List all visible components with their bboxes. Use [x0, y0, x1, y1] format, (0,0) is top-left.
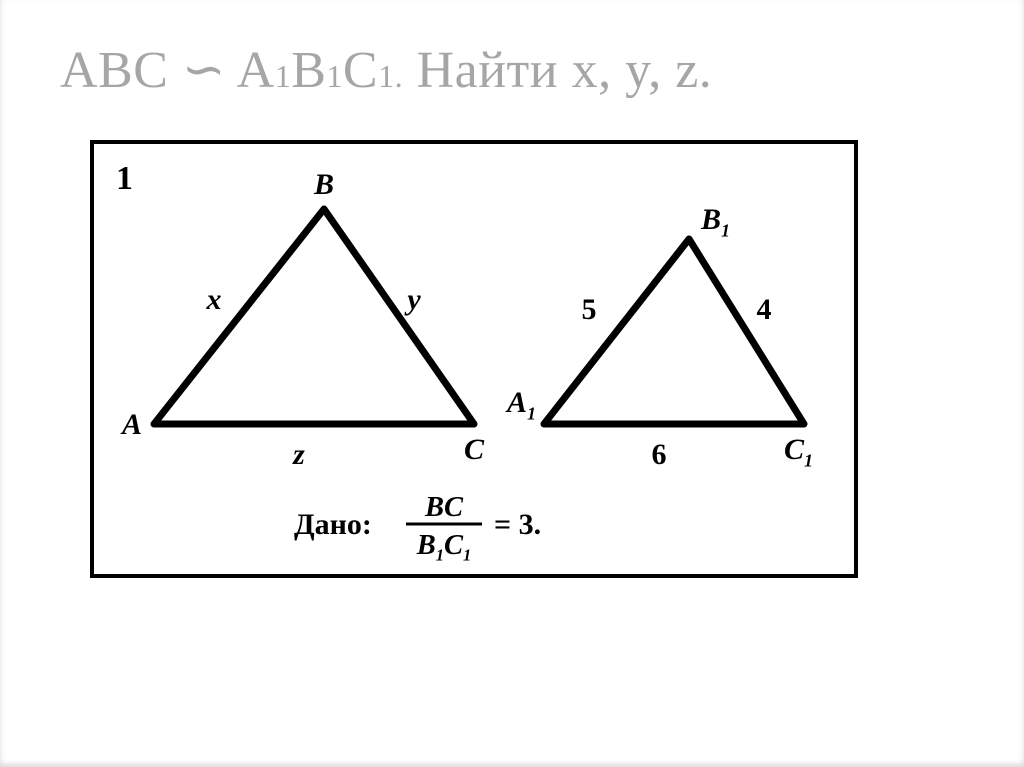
- given-denominator: B1C1: [416, 530, 472, 565]
- side-b1c1-label: 4: [757, 293, 772, 326]
- title-text-3: C: [343, 42, 378, 99]
- slide: ABC ∽ A1B1C1. Найти x, y, z. 1 A B C x y…: [0, 0, 1024, 767]
- title-sub-2: 1: [326, 58, 343, 94]
- title-text-1: ABC ∽ A: [60, 42, 275, 99]
- side-a1b1-label: 5: [582, 293, 597, 326]
- side-bc-label: y: [404, 283, 421, 316]
- vertex-c1-label: C1: [784, 433, 813, 471]
- vertex-b-label: B: [313, 168, 334, 201]
- title-sub-3: 1.: [378, 58, 403, 94]
- title-text-4: Найти x, y, z.: [403, 42, 712, 99]
- given-equals: = 3.: [494, 508, 541, 541]
- figure-frame: 1 A B C x y z A1 B1 C1 5 4 6: [90, 140, 858, 578]
- side-ab-label: x: [206, 283, 222, 316]
- slide-title: ABC ∽ A1B1C1. Найти x, y, z.: [60, 40, 964, 100]
- vertex-a-label: A: [120, 408, 142, 441]
- problem-number: 1: [116, 160, 133, 197]
- title-sub-1: 1: [275, 58, 292, 94]
- triangle-a1b1c1: A1 B1 C1 5 4 6: [505, 203, 813, 471]
- side-a1c1-label: 6: [652, 438, 667, 471]
- geometry-svg: 1 A B C x y z A1 B1 C1 5 4 6: [94, 144, 854, 574]
- title-text-2: B: [291, 42, 326, 99]
- triangle-abc-shape: [154, 209, 474, 424]
- vertex-a1-label: A1: [505, 386, 536, 424]
- side-ac-label: z: [292, 438, 305, 471]
- triangle-a1b1c1-shape: [544, 239, 804, 424]
- given-prefix: Дано:: [294, 508, 372, 541]
- triangle-abc: A B C x y z: [120, 168, 485, 471]
- vertex-b1-label: B1: [700, 203, 730, 241]
- vertex-c-label: C: [464, 433, 485, 466]
- given-numerator: BC: [424, 492, 464, 523]
- given-text: Дано: BC B1C1 = 3.: [294, 492, 541, 565]
